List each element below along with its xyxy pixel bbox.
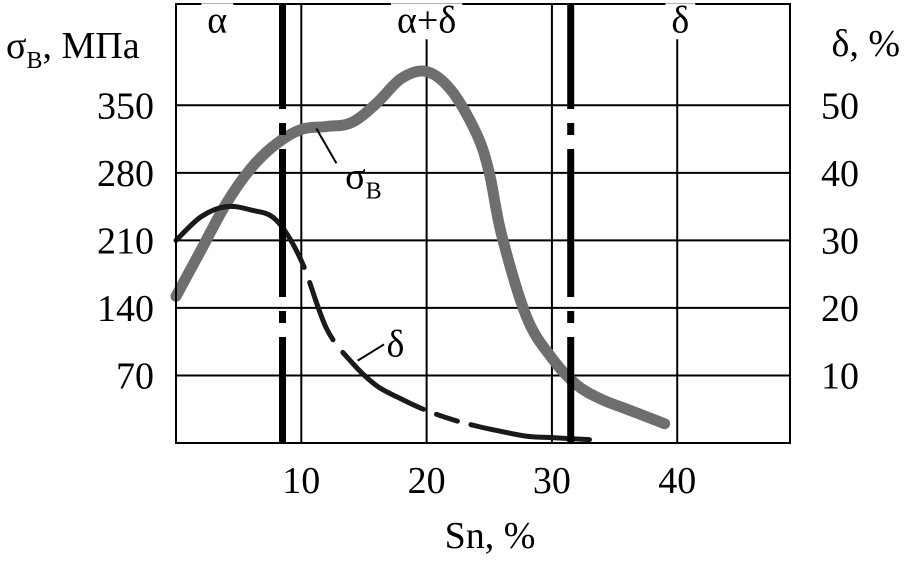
y-right-tick-label: 20: [821, 288, 859, 330]
delta-curve: [173, 203, 593, 443]
delta-curve-label: δ: [387, 323, 405, 365]
y-right-axis-title: δ, %: [831, 23, 900, 65]
sigma-label-leader: [315, 127, 338, 164]
x-tick-label: 20: [408, 460, 446, 502]
curves: [170, 65, 671, 443]
y-left-symbol: σ: [6, 25, 26, 67]
grid: [176, 4, 790, 443]
svg-text:α: α: [207, 0, 227, 41]
y-left-tick-label: 140: [97, 288, 154, 330]
sigma-label-subscript: В: [366, 179, 382, 205]
y-right-tick-label: 30: [821, 220, 859, 262]
plot-frame: [175, 3, 791, 444]
sigma-label-symbol: σ: [345, 156, 365, 198]
region-label: α: [201, 0, 234, 41]
delta-label-leader: [357, 343, 385, 362]
sigma-curve-label: σВ: [345, 156, 382, 205]
sigma-curve: [170, 65, 671, 430]
y-left-tick-label: 280: [97, 153, 154, 195]
y-left-axis-title: σВ, МПа: [6, 25, 140, 74]
y-right-tick-label: 40: [821, 153, 859, 195]
x-tick-label: 10: [282, 460, 320, 502]
region-label: α+δ: [390, 0, 463, 41]
x-tick-label: 40: [658, 460, 696, 502]
y-right-tick-label: 50: [821, 85, 859, 127]
y-left-tick-label: 210: [97, 220, 154, 262]
y-right-tick-label: 10: [821, 355, 859, 397]
region-label: δ: [665, 0, 696, 41]
x-axis-title: Sn, %: [445, 515, 536, 557]
x-tick-label: 30: [533, 460, 571, 502]
svg-text:δ: δ: [671, 0, 689, 41]
y-left-tick-label: 70: [116, 355, 154, 397]
y-left-unit: , МПа: [43, 25, 140, 67]
y-left-tick-label: 350: [97, 85, 154, 127]
tick-labels: 70 10 140 20 210 30 280 40 350 50 10 20 30 40: [97, 85, 859, 502]
y-left-subscript: В: [26, 48, 42, 74]
phase-boundaries: [279, 4, 575, 443]
svg-text:α+δ: α+δ: [397, 0, 456, 41]
